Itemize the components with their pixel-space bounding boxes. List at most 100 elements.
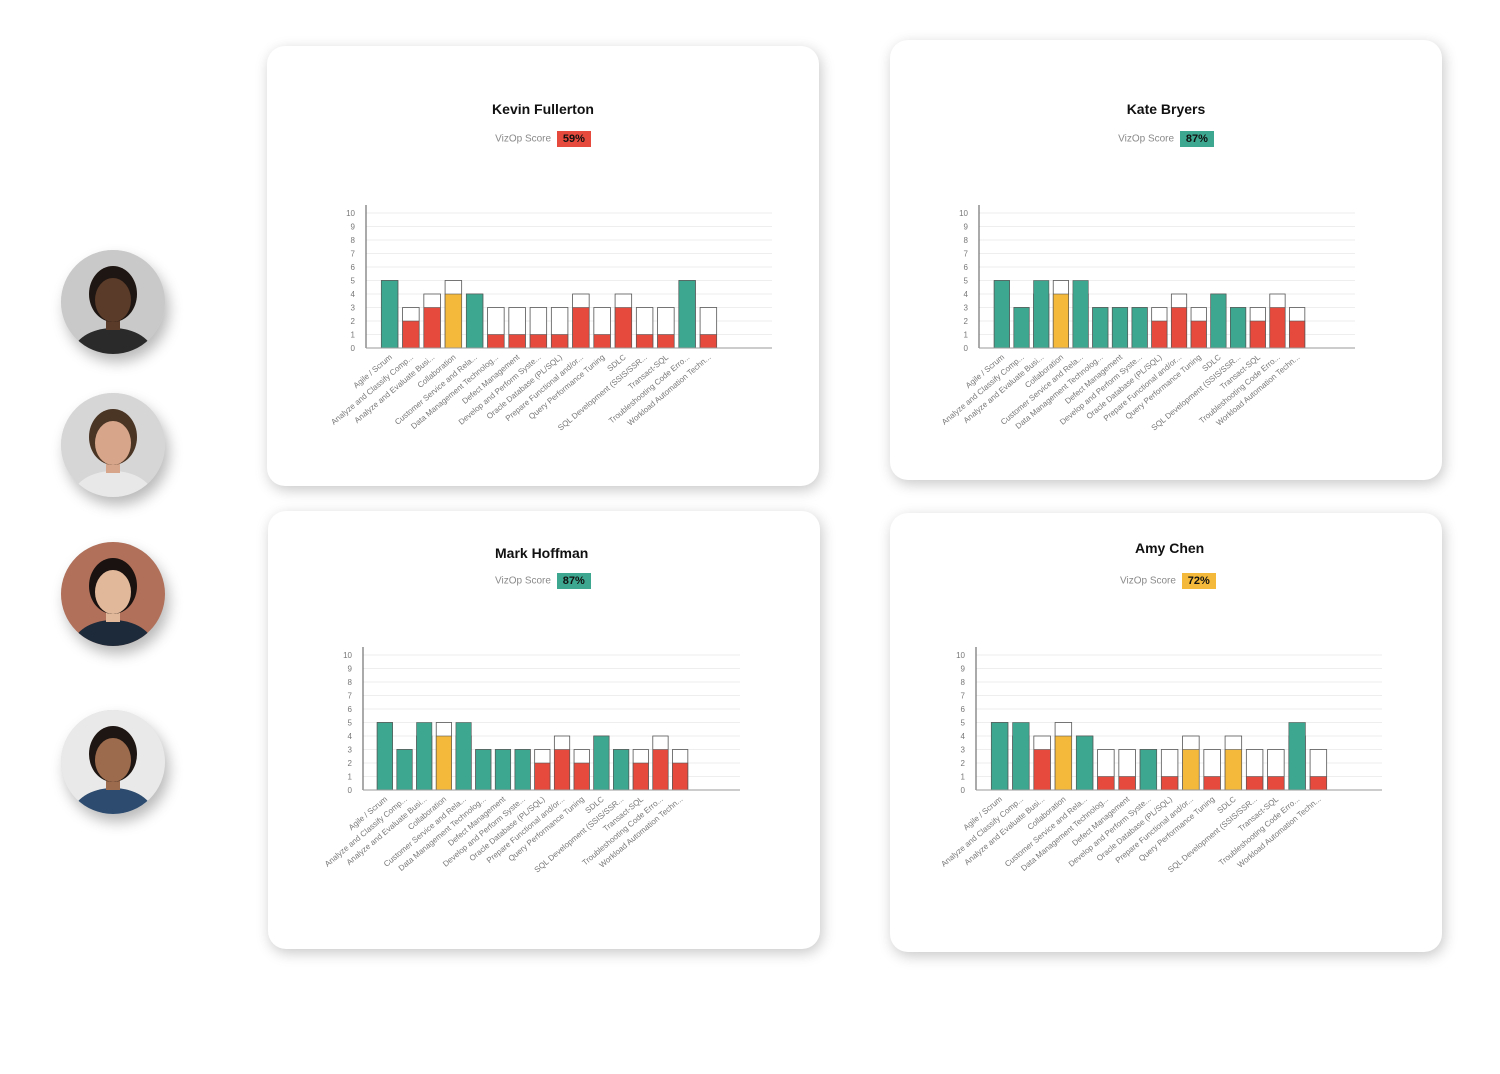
y-tick-label: 6 (348, 705, 353, 714)
score-bar (508, 334, 526, 349)
score-badge: 87% (1179, 131, 1214, 147)
score-bar (1203, 776, 1221, 791)
score-bar (572, 307, 590, 349)
avatar-man-glasses-portrait (61, 393, 165, 497)
score-bar (381, 280, 399, 349)
score-badge: 87% (556, 573, 591, 589)
card-title: Kevin Fullerton (492, 101, 594, 117)
score-bar (494, 749, 511, 791)
score-bar (1033, 749, 1051, 791)
avatar-woman-dark-hair-portrait (61, 542, 165, 646)
score-bar (475, 749, 492, 791)
score-label: VizOp Score (1120, 575, 1176, 587)
score-bar (1139, 749, 1157, 791)
y-tick-label: 3 (351, 304, 356, 313)
y-tick-label: 6 (961, 705, 966, 714)
card-title: Kate Bryers (1126, 101, 1206, 117)
avatar-2[interactable] (61, 393, 165, 497)
score-bar (416, 722, 433, 791)
y-tick-label: 1 (964, 331, 969, 340)
y-tick-label: 2 (351, 317, 356, 326)
score-row: VizOp Score 59% (267, 131, 819, 147)
y-tick-label: 3 (348, 746, 353, 755)
score-bar (991, 722, 1009, 791)
y-tick-label: 2 (964, 317, 969, 326)
y-tick-label: 9 (351, 223, 356, 232)
score-bar (1246, 776, 1264, 791)
y-tick-label: 8 (348, 678, 353, 687)
avatar-shoulders (73, 328, 153, 354)
score-bar (551, 334, 569, 349)
y-tick-label: 7 (348, 692, 353, 701)
score-bar (1182, 749, 1200, 791)
y-tick-label: 6 (351, 263, 356, 272)
score-bar (487, 334, 505, 349)
avatar-face (95, 738, 131, 782)
score-badge: 72% (1181, 573, 1216, 589)
score-bar (573, 762, 590, 791)
score-bar (1224, 749, 1242, 791)
score-bar (1097, 776, 1115, 791)
score-bar (1111, 307, 1128, 349)
score-bar (636, 334, 654, 349)
score-bar (1230, 307, 1247, 349)
y-tick-label: 0 (961, 786, 966, 795)
score-bar (1309, 776, 1327, 791)
score-bar (554, 749, 571, 791)
score-bar (1052, 293, 1069, 349)
y-tick-label: 7 (351, 250, 356, 259)
score-label: VizOp Score (1118, 133, 1175, 145)
score-bar (593, 334, 611, 349)
score-bar (699, 334, 717, 349)
y-tick-label: 4 (961, 732, 966, 741)
score-bar (613, 749, 630, 791)
score-bar (678, 280, 696, 349)
score-bar (1092, 307, 1109, 349)
score-label: VizOp Score (495, 575, 551, 587)
score-bar (1267, 776, 1285, 791)
score-bar (593, 735, 610, 791)
y-tick-label: 4 (351, 290, 356, 299)
score-bar (435, 735, 452, 791)
avatar-4[interactable] (61, 710, 165, 814)
score-bar (657, 334, 675, 349)
y-tick-label: 2 (961, 759, 966, 768)
score-bar (1151, 320, 1168, 349)
score-bar (672, 762, 689, 791)
score-card-mark-hoffman: Mark Hoffman VizOp Score 87% 0 1 2 3 4 5 6 7 8 9 1… (268, 511, 820, 949)
avatar-3[interactable] (61, 542, 165, 646)
y-tick-label: 3 (964, 304, 969, 313)
card-title: Amy Chen (1135, 540, 1205, 556)
y-tick-label: 10 (343, 651, 352, 660)
y-tick-label: 2 (348, 759, 353, 768)
score-bar (1288, 722, 1306, 791)
score-bar (1249, 320, 1266, 349)
score-bar (423, 307, 441, 349)
score-card-amy-chen: Amy Chen VizOp Score 72% 0 1 2 3 4 5 6 7 8 9 10 Agi… (890, 513, 1442, 952)
score-row: VizOp Score 72% (890, 573, 1442, 589)
y-tick-label: 7 (964, 250, 969, 259)
score-bar (534, 762, 551, 791)
score-bar (455, 722, 472, 791)
score-bar (614, 307, 632, 349)
avatar-1[interactable] (61, 250, 165, 354)
avatar-face (95, 278, 131, 322)
score-card-kate-bryers: Kate Bryers VizOp Score 87% 0 1 2 3 4 5 6 7 8 9 10… (890, 40, 1442, 480)
y-tick-label: 8 (961, 678, 966, 687)
score-row: VizOp Score 87% (268, 573, 820, 589)
y-tick-label: 4 (348, 732, 353, 741)
score-bar (1076, 735, 1094, 791)
y-tick-label: 5 (961, 719, 966, 728)
y-tick-label: 10 (346, 209, 355, 218)
score-bar (1072, 280, 1089, 349)
score-bar (1171, 307, 1188, 349)
avatar-shoulders (73, 620, 153, 646)
y-tick-label: 8 (964, 236, 969, 245)
score-bar (529, 334, 547, 349)
score-bar (1161, 776, 1179, 791)
score-bar (402, 320, 420, 349)
